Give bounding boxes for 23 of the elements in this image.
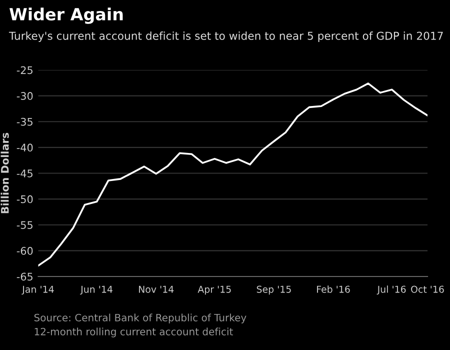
y-tick-label: -55: [16, 221, 32, 229]
x-tick-label: Nov '14: [139, 286, 174, 293]
line-series: [38, 82, 428, 267]
y-axis-title: Billion Dollars: [0, 132, 9, 214]
y-tick-label: -65: [16, 272, 32, 281]
x-tick-label: Feb '16: [317, 286, 350, 293]
x-tick-label: Jan '14: [22, 286, 54, 295]
chart-title: Wider Again: [9, 8, 123, 24]
y-tick-label: -25: [16, 66, 32, 74]
chart-subtitle: Turkey's current account deficit is set to widen to near 5 percent of GDP in 2017: [8, 32, 443, 42]
x-tick-label: Apr '15: [198, 286, 231, 295]
text: 12-month rolling current account deficit: [34, 328, 233, 338]
y-tick-label: -60: [16, 246, 33, 255]
x-tick-label: Jun '14: [80, 286, 112, 295]
x-tick-label: Sep '15: [256, 286, 291, 295]
x-tick-label: Oct '16: [411, 286, 444, 293]
x-tick-label: Jul '16: [376, 286, 406, 295]
y-tick-label: -40: [16, 144, 33, 152]
y-tick-label: -35: [16, 118, 32, 126]
y-tick-label: -30: [16, 92, 33, 100]
y-tick-label: -50: [16, 195, 33, 204]
y-tick-label: -45: [16, 170, 32, 178]
source-note: Source: Central Bank of Republic of Turkey: [34, 314, 246, 324]
